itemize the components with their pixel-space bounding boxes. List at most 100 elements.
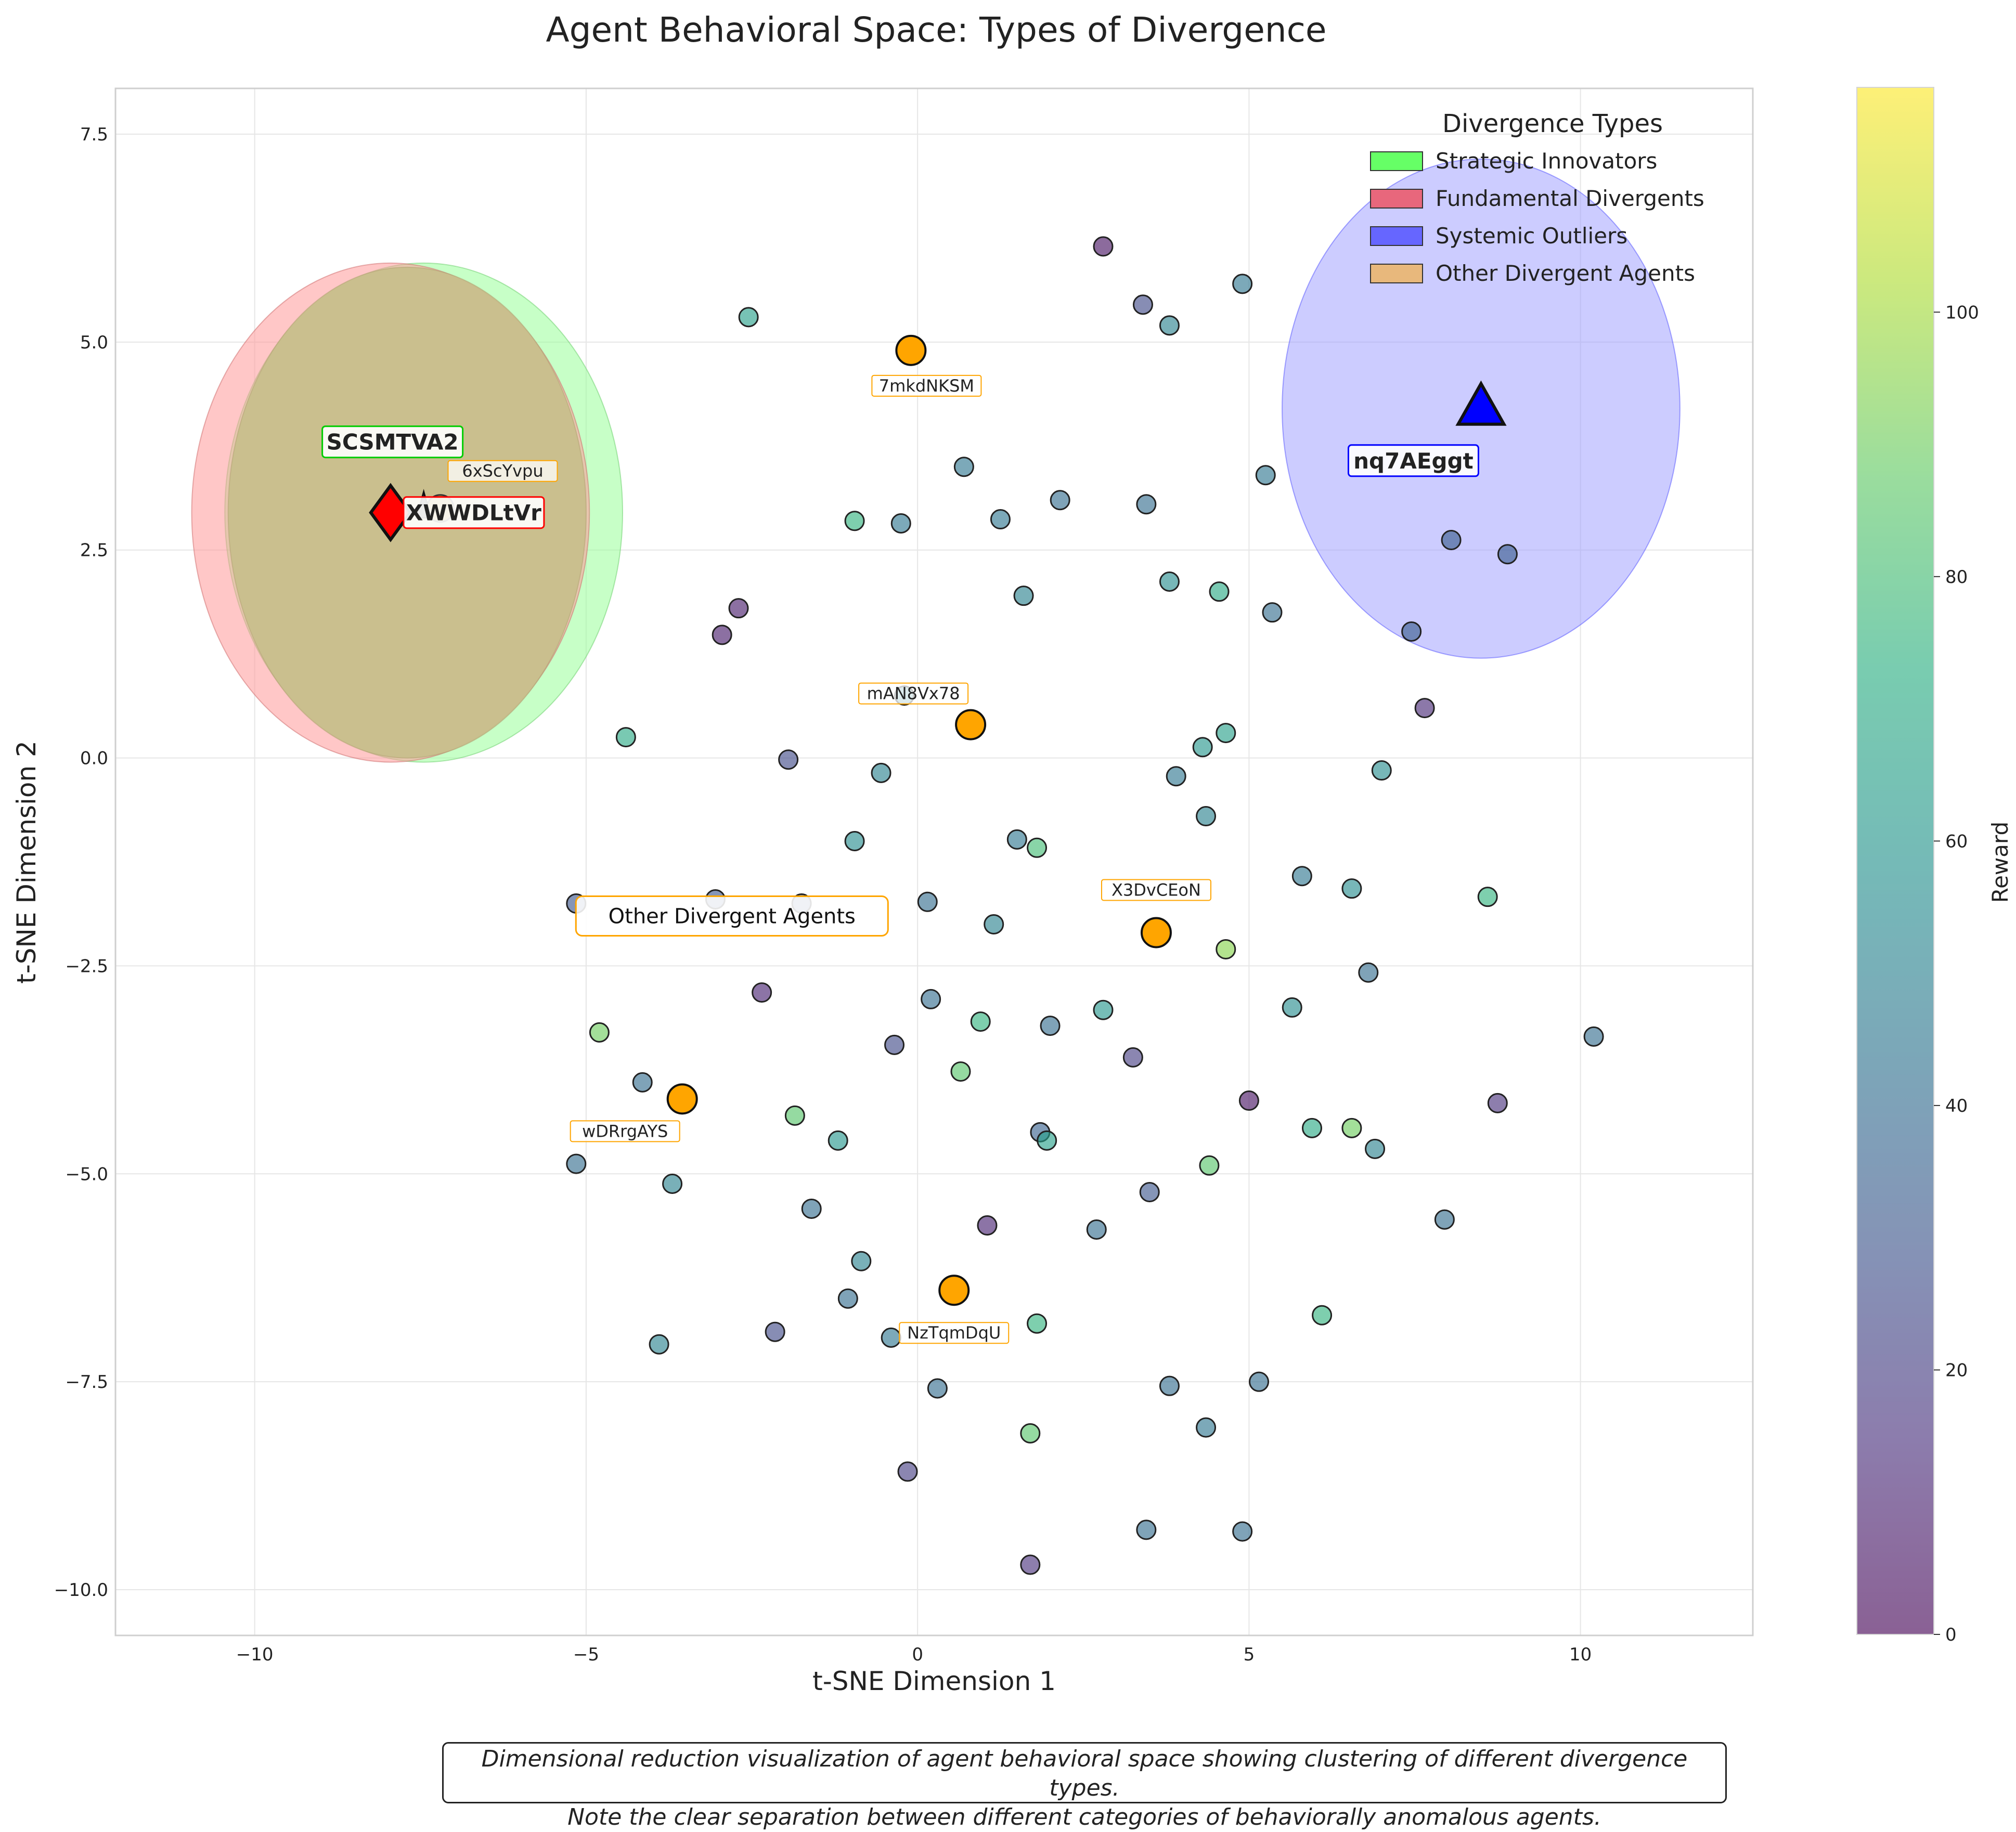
divergent-label-box: [1101, 879, 1211, 901]
agent-point: [953, 457, 974, 477]
chart-title: Agent Behavioral Space: Types of Diverge…: [546, 10, 1326, 50]
agent-point: [1027, 837, 1048, 858]
agent-point: [566, 1153, 587, 1174]
agent-point: [977, 1215, 998, 1236]
agent-point: [844, 831, 865, 852]
agent-point: [1159, 571, 1180, 592]
divergent-point: [955, 709, 987, 740]
agent-point: [712, 625, 732, 645]
legend-swatch: [1370, 226, 1423, 246]
agent-point: [1487, 1093, 1508, 1113]
agent-point: [1291, 866, 1312, 887]
agent-point: [1365, 1138, 1386, 1159]
agent-point: [1341, 1118, 1362, 1138]
colorbar-tick-label: 0: [1945, 1625, 1957, 1645]
legend-label: Fundamental Divergents: [1436, 186, 1704, 211]
axis-ticks: −10 −5 0 5 10 −10.0 −7.5 −5.0 −2.5 0.0 2.5 5.0 7.5: [54, 124, 1592, 1665]
agent-point: [1139, 1181, 1160, 1202]
agent-point: [662, 1173, 683, 1194]
agent-point: [1020, 1554, 1041, 1575]
legend-swatch: [1370, 264, 1423, 283]
agent-point: [589, 1022, 610, 1043]
agent-point: [649, 1334, 669, 1355]
divergent-label: X3DvCEoN: [1112, 880, 1201, 900]
x-tick-label: −5: [573, 1644, 599, 1665]
agent-point: [752, 982, 772, 1003]
divergent-label: mAN8Vx78: [867, 684, 960, 704]
agent-point: [738, 307, 759, 328]
plot-frame: [114, 87, 1754, 1636]
agent-point: [837, 1288, 858, 1309]
colorbar-tick-label: 100: [1945, 302, 1979, 323]
agent-point: [1027, 1313, 1048, 1334]
caption-line-1: Dimensional reduction visualization of a…: [481, 1746, 1688, 1801]
agent-point: [1441, 530, 1462, 551]
agent-point: [778, 749, 799, 770]
agent-point: [1414, 698, 1435, 719]
agent-point: [1249, 1371, 1270, 1392]
agent-point: [801, 1198, 822, 1219]
legend-label: Systemic Outliers: [1436, 223, 1627, 249]
y-tick-label: −2.5: [65, 956, 108, 977]
divergent-point: [1140, 917, 1172, 949]
agent-point: [1196, 806, 1217, 827]
agent-point: [632, 1072, 653, 1093]
agent-point: [1037, 1130, 1057, 1151]
agent-point: [615, 727, 636, 748]
agent-point: [1122, 1047, 1143, 1068]
agent-point: [927, 1378, 948, 1399]
divergent-label-box: [447, 460, 558, 482]
y-tick-label: 2.5: [80, 540, 108, 561]
agent-point: [1262, 602, 1283, 623]
agent-point: [1238, 1090, 1259, 1111]
agent-points: [426, 236, 1604, 1575]
y-axis-label: t-SNE Dimension 2: [11, 740, 42, 984]
agent-point: [1312, 1305, 1333, 1326]
agent-point: [921, 989, 941, 1009]
agent-point: [871, 762, 891, 783]
legend-label: Other Divergent Agents: [1436, 261, 1695, 286]
agent-point: [1209, 581, 1230, 602]
agent-point: [881, 1327, 901, 1348]
agent-point: [1093, 236, 1114, 257]
agent-labels: 7mkdNKSM mAN8Vx78 X3DvCEoN wDRrgAYS NzTqmDqU…: [321, 374, 1479, 1344]
agent-point: [1199, 1155, 1220, 1176]
agent-label-box: [403, 496, 545, 529]
legend-swatch: [1370, 151, 1423, 171]
agent-point: [1497, 544, 1518, 565]
legend-swatch: [1370, 189, 1423, 209]
agent-point: [1358, 962, 1379, 983]
agent-point: [950, 1061, 971, 1082]
y-tick-label: −10.0: [54, 1580, 108, 1601]
agent-point: [851, 1251, 872, 1271]
divergent-label: 6xScYvpu: [462, 461, 543, 481]
agent-point: [884, 1034, 905, 1055]
agent-point: [1006, 829, 1027, 850]
agent-point: [1050, 490, 1070, 511]
agent-point: [1020, 1423, 1041, 1444]
divergent-point: [666, 1083, 698, 1115]
other-divergent-annotation: Other Divergent Agents: [609, 904, 856, 928]
agent-point: [1216, 939, 1236, 959]
agent-point: [1583, 1026, 1604, 1047]
colorbar-gradient: [1856, 87, 1934, 1635]
agent-point: [1192, 737, 1213, 758]
agent-point: [1216, 723, 1236, 744]
agent-label-box: [321, 425, 464, 459]
agent-point: [1086, 1219, 1107, 1240]
agent-point: [1301, 1118, 1322, 1138]
divergent-label: 7mkdNKSM: [879, 376, 974, 396]
legend-entries: Strategic Innovators Fundamental Divergen…: [1370, 148, 1704, 286]
x-tick-label: 5: [1244, 1644, 1255, 1665]
agent-point: [1159, 1375, 1180, 1396]
y-tick-label: −5.0: [65, 1164, 108, 1185]
agent-label-SCSMTVA2: SCSMTVA2: [327, 430, 459, 455]
agent-point: [1196, 1417, 1217, 1438]
agent-point: [1232, 274, 1253, 294]
agent-point: [1232, 1521, 1253, 1542]
agent-point: [970, 1011, 991, 1032]
legend: Divergence Types Strategic Innovators Fun…: [1370, 109, 1704, 286]
other-divergent-annotation-box: [575, 895, 889, 937]
caption-line-2: Note the clear separation between differ…: [567, 1804, 1601, 1830]
